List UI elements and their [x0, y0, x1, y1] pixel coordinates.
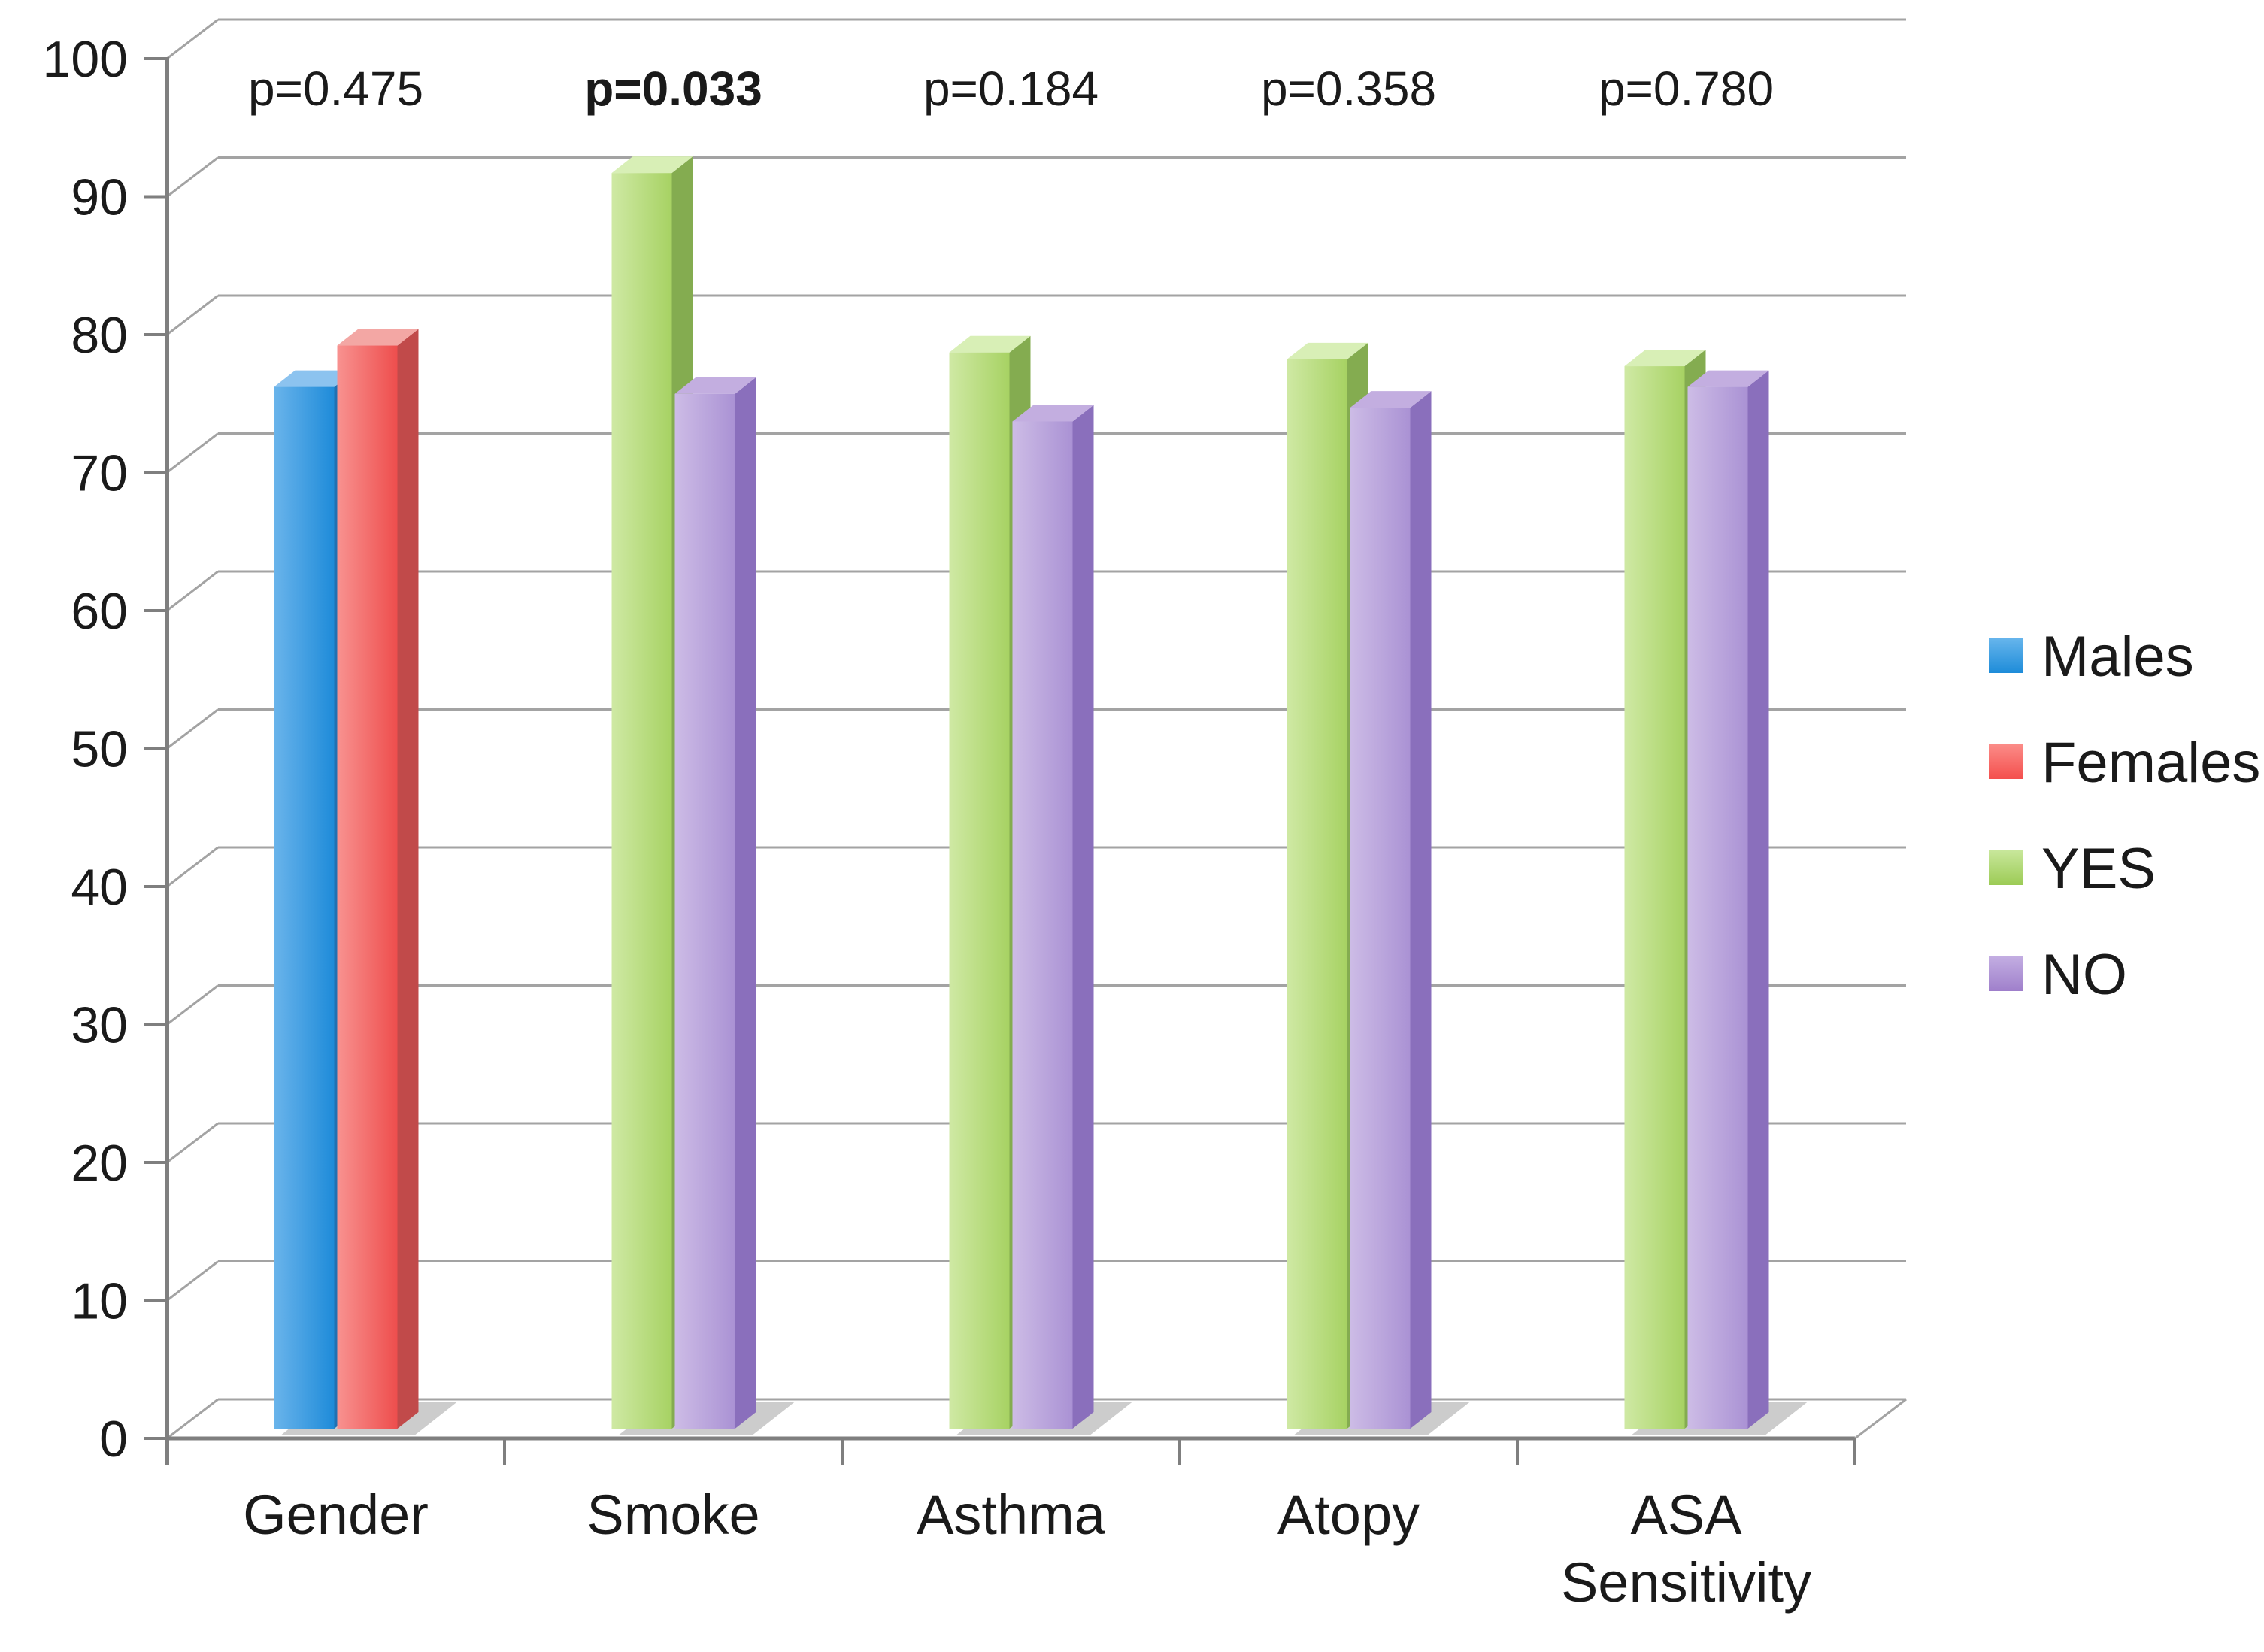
y-tick-label-20: 20 [71, 1135, 128, 1192]
legend-swatch-YES [1989, 850, 2023, 885]
bar-top-face [337, 329, 419, 346]
y-tick-label-50: 50 [71, 721, 128, 778]
bars-layer [274, 156, 1808, 1435]
bar-top-face [1687, 370, 1769, 387]
bar-top-face [611, 156, 693, 174]
p-value-label-Smoke: p=0.033 [584, 62, 762, 116]
category-label-line: Gender [243, 1484, 429, 1546]
category-label-line: Sensitivity [1561, 1551, 1811, 1614]
bar-top-face [1624, 350, 1706, 367]
p-value-label-Asthma: p=0.184 [923, 62, 1099, 116]
bar-front-face [674, 393, 735, 1429]
bar-side-face [1072, 405, 1094, 1429]
category-label-Gender: Gender [243, 1484, 429, 1546]
legend-swatch-Males [1989, 638, 2023, 673]
bar-front-face [1287, 359, 1347, 1429]
category-label-line: Smoke [586, 1484, 759, 1546]
gridline-depth-10 [166, 1260, 219, 1302]
category-label-Atopy: Atopy [1277, 1484, 1420, 1546]
bar-top-face [1012, 405, 1094, 422]
bar-front-face [949, 352, 1010, 1429]
bar-Atopy-NO [1350, 391, 1432, 1429]
bar-Smoke-NO [674, 377, 756, 1429]
bar-front-face [1350, 408, 1411, 1429]
bar-top-face [1350, 391, 1432, 408]
category-label-line: Asthma [917, 1484, 1106, 1546]
bar-front-face [337, 345, 398, 1429]
y-tick-label-90: 90 [71, 169, 128, 226]
gridline-depth-70 [166, 432, 219, 474]
gridline-depth-30 [166, 984, 219, 1026]
legend-label-NO: NO [2041, 943, 2127, 1007]
y-tick-label-100: 100 [43, 31, 128, 88]
y-tick-label-40: 40 [71, 859, 128, 916]
bar-Asthma-NO [1012, 405, 1094, 1429]
bar-side-face [1410, 391, 1432, 1429]
axis-layer [144, 57, 1907, 1465]
legend-item-NO: NO [1989, 943, 2127, 1007]
gridline-depth-40 [166, 846, 219, 888]
gridline-depth-80 [166, 294, 219, 336]
bar-front-face [274, 386, 335, 1429]
gridline-depth-60 [166, 570, 219, 612]
category-label-ASA Sensitivity: ASA Sensitivity [1561, 1484, 1811, 1614]
bar-side-face [397, 329, 419, 1429]
category-label-Smoke: Smoke [586, 1484, 759, 1546]
p-value-label-Atopy: p=0.358 [1261, 62, 1436, 116]
bar-side-face [1747, 370, 1769, 1429]
bar-top-face [674, 377, 756, 394]
bar-top-face [1287, 342, 1368, 359]
bar-top-face [274, 370, 356, 387]
floor-right-edge [1854, 1398, 1907, 1440]
y-tick-label-0: 0 [99, 1411, 128, 1468]
bar-front-face [1687, 386, 1748, 1429]
p-value-label-Gender: p=0.475 [248, 62, 423, 116]
y-tick-label-10: 10 [71, 1273, 128, 1330]
y-tick-label-30: 30 [71, 997, 128, 1054]
category-label-Asthma: Asthma [917, 1484, 1106, 1546]
legend: Males Females YES NO [1989, 625, 2260, 1007]
gridline-depth-50 [166, 708, 219, 750]
bar-ASA Sensitivity-NO [1687, 370, 1769, 1429]
p-value-label-ASA Sensitivity: p=0.780 [1599, 62, 1774, 116]
category-label-line: Atopy [1277, 1484, 1420, 1546]
gridline-depth-0 [166, 1398, 219, 1440]
legend-label-YES: YES [2041, 837, 2156, 901]
annotations-layer: 1009080706050403020100p=0.475Genderp=0.0… [43, 31, 1812, 1614]
legend-swatch-NO [1989, 956, 2023, 991]
bar-Gender-Females [337, 329, 419, 1429]
category-label-line: ASA [1630, 1484, 1742, 1546]
y-tick-label-60: 60 [71, 583, 128, 640]
legend-swatch-Females [1989, 744, 2023, 779]
y-tick-label-80: 80 [71, 307, 128, 364]
gridline-depth-90 [166, 156, 219, 198]
y-tick-label-70: 70 [71, 445, 128, 502]
legend-label-Males: Males [2041, 625, 2194, 689]
bar-front-face [611, 173, 672, 1429]
legend-item-YES: YES [1989, 837, 2156, 901]
bar-front-face [1624, 366, 1685, 1429]
bar-top-face [949, 335, 1031, 353]
legend-label-Females: Females [2041, 731, 2260, 795]
legend-item-Males: Males [1989, 625, 2194, 689]
bar-front-face [1012, 421, 1073, 1429]
legend-item-Females: Females [1989, 731, 2260, 795]
gridline-depth-100 [166, 18, 219, 60]
gridline-depth-20 [166, 1122, 219, 1164]
bar-side-face [735, 377, 756, 1429]
